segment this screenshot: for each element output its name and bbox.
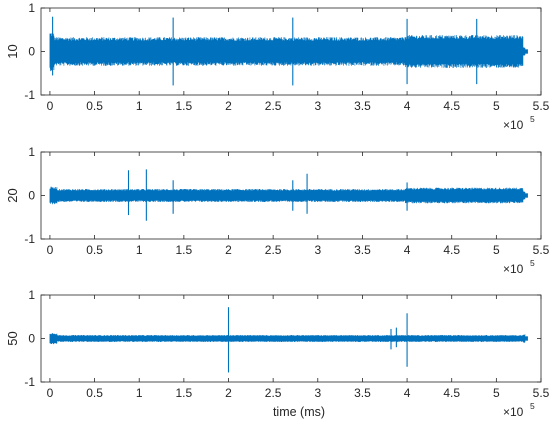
x-tick-label: 1.5 [176, 99, 193, 113]
x-tick-label: 3.5 [354, 386, 371, 400]
x-tick-label: 3.5 [354, 99, 371, 113]
x-axis-label: time (ms) [273, 405, 325, 419]
y-tick-label: 0 [28, 189, 35, 203]
x-tick-label: 4 [404, 386, 411, 400]
x-tick-label: 2 [225, 243, 232, 257]
y-axis-label: 50 [5, 331, 20, 345]
x-tick-label: 4.5 [443, 386, 460, 400]
x-exponent-power: 5 [530, 258, 535, 268]
x-exponent-power: 5 [530, 401, 535, 411]
x-tick-label: 4.5 [443, 99, 460, 113]
y-tick-label: 1 [28, 1, 35, 15]
y-tick-label: 1 [28, 145, 35, 159]
x-tick-label: 1.5 [176, 243, 193, 257]
x-tick-label: 3 [314, 243, 321, 257]
signal-end [523, 336, 528, 341]
y-tick-label: -1 [24, 375, 35, 389]
x-tick-label: 3 [314, 386, 321, 400]
signal-end [523, 193, 528, 198]
x-tick-label: 5 [493, 99, 500, 113]
x-tick-label: 5.5 [533, 386, 550, 400]
signal-trace [49, 333, 526, 345]
x-tick-label: 3 [314, 99, 321, 113]
y-axis-label: 10 [5, 44, 20, 58]
y-tick-label: 1 [28, 288, 35, 302]
x-tick-label: 2.5 [265, 386, 282, 400]
x-tick-label: 3.5 [354, 243, 371, 257]
signal-trace [49, 186, 526, 205]
x-tick-label: 2.5 [265, 243, 282, 257]
x-tick-label: 5 [493, 386, 500, 400]
x-exponent-label: ×10 [503, 118, 524, 132]
y-tick-label: 0 [28, 45, 35, 59]
y-tick-label: -1 [24, 232, 35, 246]
x-tick-label: 4 [404, 99, 411, 113]
signal-end [523, 49, 528, 54]
x-tick-label: 0.5 [86, 243, 103, 257]
x-tick-label: 2 [225, 386, 232, 400]
x-exponent-label: ×10 [503, 262, 524, 276]
x-tick-label: 1 [136, 243, 143, 257]
x-tick-label: 1 [136, 386, 143, 400]
x-tick-label: 0.5 [86, 386, 103, 400]
signal-trace [49, 32, 526, 72]
x-tick-label: 1.5 [176, 386, 193, 400]
x-tick-label: 0 [47, 243, 54, 257]
x-tick-label: 0 [47, 99, 54, 113]
x-exponent-label: ×10 [503, 405, 524, 419]
x-tick-label: 2.5 [265, 99, 282, 113]
y-tick-label: 0 [28, 332, 35, 346]
x-tick-label: 0.5 [86, 99, 103, 113]
x-tick-label: 2 [225, 99, 232, 113]
x-tick-label: 5.5 [533, 99, 550, 113]
x-tick-label: 5.5 [533, 243, 550, 257]
x-exponent-power: 5 [530, 114, 535, 124]
x-tick-label: 1 [136, 99, 143, 113]
y-tick-label: -1 [24, 88, 35, 102]
x-tick-label: 4 [404, 243, 411, 257]
x-tick-label: 5 [493, 243, 500, 257]
x-tick-label: 4.5 [443, 243, 460, 257]
x-tick-label: 0 [47, 386, 54, 400]
y-axis-label: 20 [5, 188, 20, 202]
